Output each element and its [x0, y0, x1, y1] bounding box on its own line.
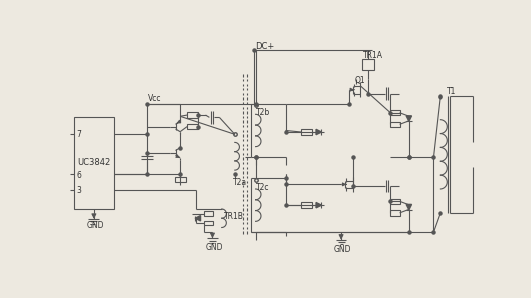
- Text: 3: 3: [76, 186, 81, 195]
- Text: T2a: T2a: [233, 178, 247, 187]
- Text: GND: GND: [334, 245, 352, 254]
- Text: UC3842: UC3842: [77, 158, 110, 167]
- Bar: [204, 221, 213, 225]
- Polygon shape: [406, 116, 412, 121]
- Text: GND: GND: [87, 221, 105, 230]
- Bar: [74, 117, 114, 209]
- Bar: [362, 59, 374, 70]
- Text: Vcc: Vcc: [148, 94, 161, 103]
- Bar: [204, 211, 213, 216]
- Bar: [390, 110, 399, 115]
- Text: TR1B: TR1B: [224, 212, 244, 221]
- Bar: [301, 129, 312, 135]
- Text: T2b: T2b: [256, 108, 271, 117]
- Bar: [390, 122, 399, 127]
- Bar: [187, 112, 198, 118]
- Text: DC+: DC+: [255, 42, 275, 51]
- Bar: [390, 198, 399, 204]
- Bar: [187, 124, 198, 129]
- Text: T2c: T2c: [256, 183, 270, 192]
- Bar: [301, 202, 312, 208]
- Polygon shape: [195, 215, 201, 221]
- Bar: [390, 210, 399, 215]
- Polygon shape: [406, 204, 412, 210]
- Text: GND: GND: [205, 243, 223, 252]
- Text: TR1A: TR1A: [363, 51, 383, 60]
- Bar: [175, 177, 185, 182]
- Polygon shape: [316, 202, 321, 208]
- Text: T1: T1: [447, 87, 456, 96]
- Text: 6: 6: [76, 171, 81, 180]
- Text: Q1: Q1: [355, 76, 365, 85]
- Polygon shape: [316, 129, 321, 135]
- Text: 7: 7: [76, 130, 81, 139]
